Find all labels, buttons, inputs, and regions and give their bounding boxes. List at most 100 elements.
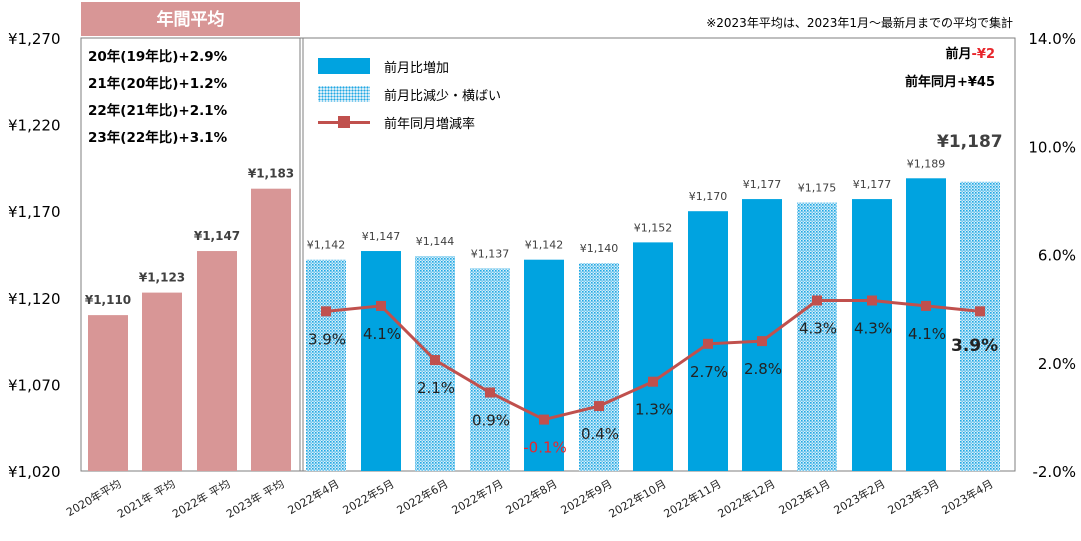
bar-value-label: ¥1,140	[580, 242, 619, 255]
annual-average-title: 年間平均	[156, 10, 225, 30]
x-tick-label: 2022年9月	[558, 476, 614, 517]
rate-marker	[430, 355, 440, 366]
rate-marker	[594, 401, 604, 412]
bar-increase	[524, 259, 564, 471]
bar-value-label: ¥1,170	[689, 190, 728, 203]
rate-marker	[539, 414, 549, 425]
bar-value-label: ¥1,189	[907, 157, 946, 170]
rate-marker	[321, 306, 331, 317]
y-left-tick-label: ¥1,220	[8, 117, 61, 135]
x-tick-label: 2022年11月	[661, 476, 723, 520]
bar-labels: ¥1,110 ¥1,123 ¥1,147 ¥1,183 ¥1,142 ¥1,147 ¥1,1…	[85, 157, 945, 307]
bar-value-label: ¥1,142	[307, 239, 346, 252]
prev-year-month-value: +¥45	[956, 75, 995, 90]
rate-marker	[703, 338, 713, 349]
bar-value-label: ¥1,152	[634, 221, 673, 234]
rate-marker	[921, 300, 931, 311]
bar-decrease	[797, 202, 837, 472]
legend-label-decrease: 前月比減少・横ばい	[384, 89, 502, 104]
annual-summary-2022: 22年(21年比)+2.1%	[88, 103, 228, 119]
y-right-tick-label: 2.0%	[1038, 355, 1076, 373]
rate-value-label: 2.1%	[417, 379, 455, 397]
current-value-label: ¥1,187	[937, 132, 1003, 152]
bar-annual	[142, 292, 182, 471]
x-tick-label: 2023年1月	[776, 476, 832, 517]
x-tick-label: 2020年平均	[64, 476, 124, 519]
y-left-tick-label: ¥1,270	[8, 30, 61, 48]
bar-value-label: ¥1,147	[362, 230, 401, 243]
y-axis-right: -2.0% 2.0% 6.0% 10.0% 14.0%	[1028, 30, 1076, 481]
bar-value-label: ¥1,147	[194, 229, 240, 243]
rate-line	[321, 295, 985, 425]
annual-summary-2021: 21年(20年比)+1.2%	[88, 76, 228, 92]
prev-year-month-label: 前年同月	[904, 75, 957, 90]
y-right-tick-label: -2.0%	[1032, 463, 1076, 481]
y-left-tick-label: ¥1,170	[8, 203, 61, 221]
bar-value-label: ¥1,123	[139, 271, 185, 285]
x-tick-label: 2022年10月	[606, 476, 668, 520]
prev-month-change: 前月-¥2	[945, 43, 995, 62]
x-tick-label: 2023年3月	[885, 476, 941, 517]
bar-annual	[251, 188, 291, 471]
rate-marker	[485, 387, 495, 398]
prev-month-value: -¥2	[971, 47, 996, 62]
y-right-tick-label: 14.0%	[1028, 30, 1076, 48]
y-left-tick-label: ¥1,120	[8, 290, 61, 308]
bar-increase	[633, 242, 673, 471]
y-axis-left: ¥1,020 ¥1,070 ¥1,120 ¥1,170 ¥1,220 ¥1,270	[8, 30, 61, 481]
bar-value-label: ¥1,183	[248, 167, 294, 181]
rate-value-label: 0.4%	[581, 425, 619, 443]
bar-value-label: ¥1,144	[416, 235, 455, 248]
rate-value-label: 1.3%	[635, 401, 673, 419]
bar-value-label: ¥1,175	[798, 182, 837, 195]
bar-decrease	[470, 268, 510, 471]
y-left-tick-label: ¥1,020	[8, 463, 61, 481]
bar-increase	[742, 199, 782, 472]
y-right-tick-label: 6.0%	[1038, 247, 1076, 265]
bar-annual	[197, 251, 237, 471]
rate-value-label: -0.1%	[523, 439, 567, 457]
x-tick-label: 2022年7月	[449, 476, 505, 517]
rate-marker	[757, 336, 767, 347]
rate-value-label: 4.3%	[854, 320, 892, 338]
rate-value-label: 4.3%	[799, 320, 837, 338]
legend-swatch-increase	[318, 58, 370, 74]
legend-label-rate: 前年同月増減率	[384, 117, 476, 132]
bar-increase	[906, 178, 946, 472]
annual-summary-2020: 20年(19年比)+2.9%	[88, 49, 228, 65]
rate-marker	[867, 295, 877, 306]
rate-value-label: 2.8%	[744, 360, 782, 378]
legend-marker-rate	[338, 116, 350, 128]
x-tick-label: 2023年 平均	[224, 476, 287, 520]
bar-value-label: ¥1,137	[471, 247, 510, 260]
bar-value-label: ¥1,142	[525, 239, 564, 252]
y-right-tick-label: 10.0%	[1028, 138, 1076, 156]
legend-label-increase: 前月比増加	[384, 61, 450, 76]
bar-annual	[88, 315, 128, 471]
x-tick-label: 2022年 平均	[170, 476, 233, 520]
rate-value-label: 2.7%	[690, 363, 728, 381]
rate-marker	[648, 376, 658, 387]
prev-year-month-change: 前年同月+¥45	[905, 71, 995, 90]
rate-value-label: 4.1%	[908, 325, 946, 343]
bar-decrease	[306, 259, 346, 471]
x-tick-label: 2022年12月	[715, 476, 777, 520]
current-rate-label: 3.9%	[951, 336, 999, 356]
rate-value-label: 3.9%	[308, 330, 346, 348]
bar-decrease	[579, 263, 619, 471]
x-tick-label: 2022年6月	[394, 476, 450, 517]
annual-summary-2023: 23年(22年比)+3.1%	[88, 130, 228, 146]
bar-decrease	[960, 181, 1000, 472]
bars	[88, 178, 1000, 472]
rate-labels: 3.9% 4.1% 2.1% 0.9% -0.1% 0.4% 1.3% 2.7% 2.8% 4.3…	[308, 320, 946, 457]
x-tick-label: 2022年8月	[503, 476, 559, 517]
bar-value-label: ¥1,110	[85, 293, 131, 307]
x-tick-label: 2023年2月	[831, 476, 887, 517]
rate-value-label: 0.9%	[472, 412, 510, 430]
x-tick-label: 2022年5月	[340, 476, 396, 517]
bar-increase	[852, 199, 892, 472]
rate-marker	[376, 300, 386, 311]
rate-marker	[975, 306, 985, 317]
footnote: ※2023年平均は、2023年1月～最新月までの平均で集計	[706, 16, 1013, 30]
